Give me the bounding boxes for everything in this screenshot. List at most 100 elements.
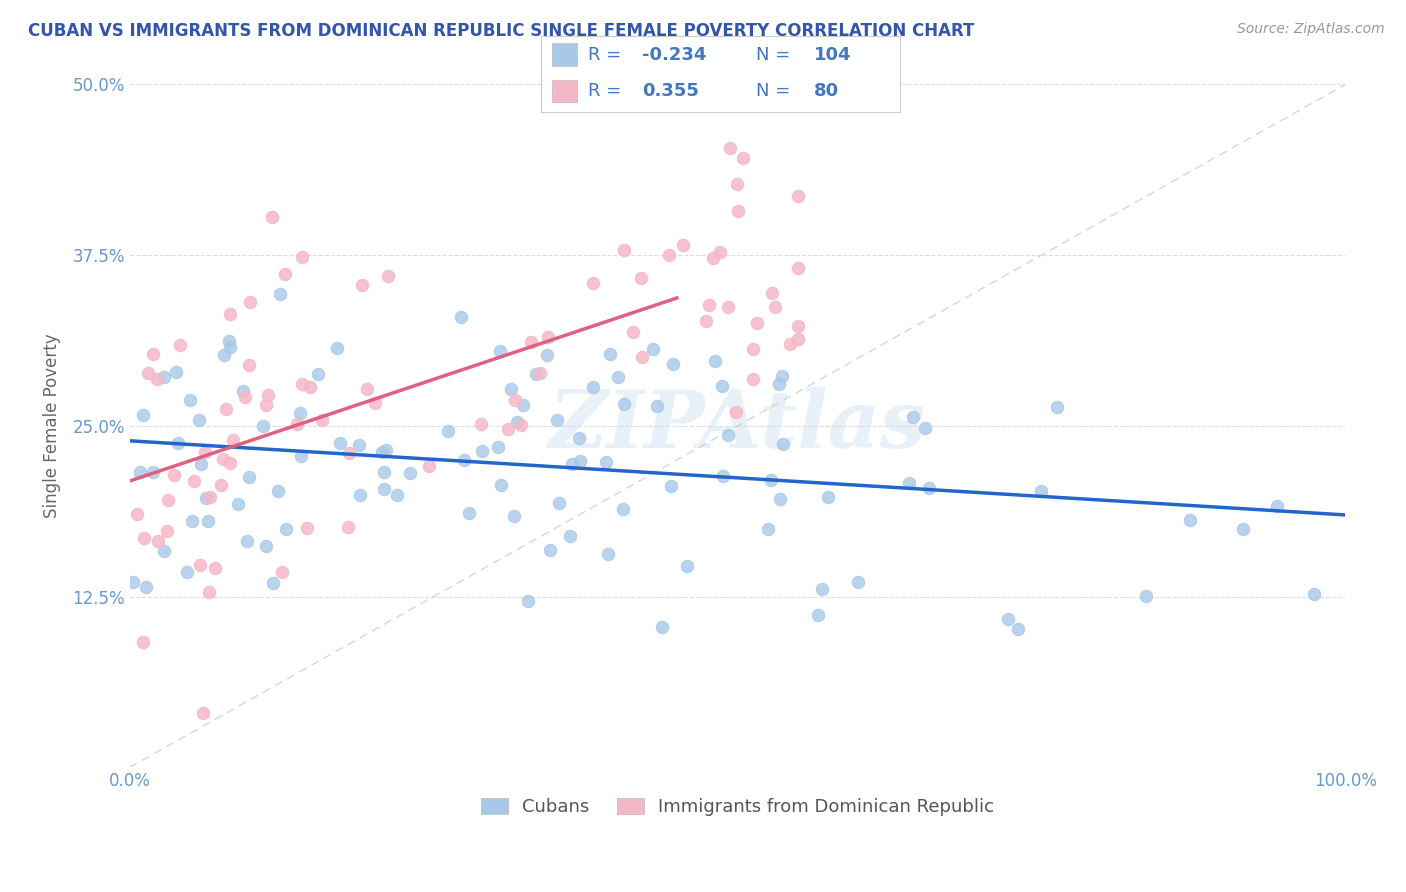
Point bbox=[204, 561, 226, 575]
Point bbox=[153, 544, 176, 558]
Point bbox=[659, 479, 682, 493]
Text: N =: N = bbox=[756, 82, 796, 100]
Point bbox=[373, 465, 395, 479]
Point bbox=[1232, 522, 1254, 536]
Point bbox=[772, 437, 794, 451]
Point bbox=[153, 370, 176, 384]
Legend: Cubans, Immigrants from Dominican Republic: Cubans, Immigrants from Dominican Republ… bbox=[474, 790, 1001, 823]
Point bbox=[212, 451, 235, 466]
Point bbox=[418, 459, 440, 474]
Point bbox=[347, 438, 370, 452]
Point bbox=[450, 310, 472, 325]
Point bbox=[336, 520, 359, 534]
Text: R =: R = bbox=[588, 45, 627, 63]
Point bbox=[489, 344, 512, 359]
Point bbox=[122, 575, 145, 590]
Point bbox=[163, 467, 186, 482]
Point bbox=[458, 507, 481, 521]
Point bbox=[1031, 484, 1053, 499]
Point bbox=[285, 417, 308, 431]
Point bbox=[235, 533, 257, 548]
Point bbox=[219, 456, 242, 470]
Point bbox=[537, 330, 560, 344]
Point bbox=[135, 580, 157, 594]
Point bbox=[291, 250, 314, 264]
Point bbox=[568, 431, 591, 445]
Point bbox=[536, 348, 558, 362]
Point bbox=[194, 445, 217, 459]
Point bbox=[538, 542, 561, 557]
Point bbox=[267, 484, 290, 499]
Point bbox=[222, 434, 245, 448]
Point bbox=[1135, 590, 1157, 604]
Point bbox=[651, 620, 673, 634]
Point bbox=[198, 585, 221, 599]
Point bbox=[846, 575, 869, 590]
Point bbox=[257, 388, 280, 402]
Text: N =: N = bbox=[756, 45, 796, 63]
Point bbox=[269, 286, 291, 301]
Point bbox=[502, 508, 524, 523]
Point bbox=[510, 417, 533, 432]
Text: 80: 80 bbox=[814, 82, 839, 100]
Point bbox=[582, 380, 605, 394]
Point bbox=[613, 397, 636, 411]
Point bbox=[756, 522, 779, 536]
Point bbox=[311, 413, 333, 427]
Point bbox=[658, 248, 681, 262]
Point bbox=[546, 413, 568, 427]
Point bbox=[779, 336, 801, 351]
Point bbox=[329, 436, 352, 450]
Point bbox=[491, 478, 513, 492]
Point bbox=[195, 491, 218, 505]
Point bbox=[901, 410, 924, 425]
Point bbox=[717, 300, 740, 314]
Point bbox=[807, 607, 830, 622]
Point bbox=[761, 286, 783, 301]
Point bbox=[290, 450, 312, 464]
Point bbox=[1046, 400, 1069, 414]
Point bbox=[711, 469, 734, 483]
Point bbox=[810, 582, 832, 596]
Point bbox=[176, 565, 198, 579]
Point bbox=[356, 382, 378, 396]
Text: CUBAN VS IMMIGRANTS FROM DOMINICAN REPUBLIC SINGLE FEMALE POVERTY CORRELATION CH: CUBAN VS IMMIGRANTS FROM DOMINICAN REPUB… bbox=[28, 22, 974, 40]
Point bbox=[349, 488, 371, 502]
Point bbox=[598, 547, 620, 561]
Text: R =: R = bbox=[588, 82, 627, 100]
Point bbox=[190, 458, 212, 472]
Point bbox=[291, 376, 314, 391]
Point bbox=[630, 270, 652, 285]
Point bbox=[621, 325, 644, 339]
Text: Source: ZipAtlas.com: Source: ZipAtlas.com bbox=[1237, 22, 1385, 37]
Point bbox=[724, 404, 747, 418]
Point bbox=[529, 367, 551, 381]
Point bbox=[561, 458, 583, 472]
Point bbox=[709, 244, 731, 259]
Point bbox=[1303, 587, 1326, 601]
Text: 0.355: 0.355 bbox=[641, 82, 699, 100]
Point bbox=[787, 189, 810, 203]
Point bbox=[486, 440, 509, 454]
Point bbox=[641, 342, 664, 356]
Point bbox=[548, 496, 571, 510]
Point bbox=[1178, 513, 1201, 527]
Point bbox=[918, 481, 941, 495]
Point bbox=[239, 295, 262, 310]
Point bbox=[470, 417, 492, 431]
Point bbox=[375, 442, 398, 457]
Point bbox=[702, 251, 724, 265]
Point bbox=[191, 706, 214, 720]
Point bbox=[606, 370, 628, 384]
Point bbox=[787, 318, 810, 333]
Point bbox=[218, 308, 240, 322]
Point bbox=[662, 357, 685, 371]
Point bbox=[595, 455, 617, 469]
Point bbox=[676, 559, 699, 574]
Point bbox=[276, 522, 298, 536]
Point bbox=[759, 473, 782, 487]
Y-axis label: Single Female Poverty: Single Female Poverty bbox=[44, 334, 60, 518]
Point bbox=[260, 211, 283, 225]
Point bbox=[209, 478, 232, 492]
Point bbox=[290, 406, 312, 420]
